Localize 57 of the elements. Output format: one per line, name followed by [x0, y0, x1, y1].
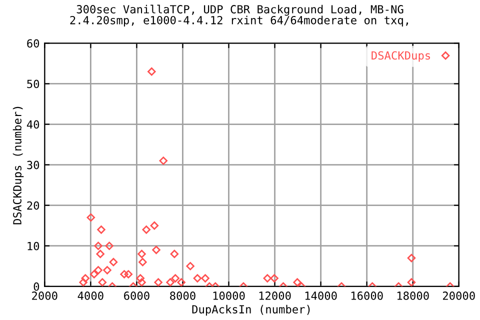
- point: [138, 258, 147, 266]
- point: [201, 274, 210, 282]
- x-tick-label: 2000: [32, 292, 58, 300]
- y-tick-label: 10: [28, 242, 40, 250]
- point: [109, 258, 118, 266]
- point: [105, 242, 114, 250]
- point: [154, 278, 162, 286]
- point: [103, 266, 112, 274]
- x-tick-label: 10000: [213, 292, 245, 300]
- point: [263, 274, 272, 282]
- point: [138, 278, 146, 286]
- point: [150, 221, 159, 230]
- legend-label: DSACKDups: [372, 51, 430, 62]
- point: [124, 270, 133, 278]
- point: [138, 250, 146, 258]
- point: [136, 274, 145, 282]
- point: [98, 278, 107, 286]
- point: [90, 270, 98, 278]
- point: [96, 250, 104, 258]
- point: [177, 278, 186, 286]
- x-axis-title: DupAcksIn (number): [192, 304, 310, 316]
- point: [407, 278, 416, 286]
- point: [81, 274, 90, 282]
- x-tick-label: 4000: [78, 292, 104, 300]
- y-tick-label: 50: [27, 80, 40, 88]
- point: [94, 266, 102, 274]
- x-tick-label: 16000: [351, 292, 383, 300]
- x-tick-label: 14000: [305, 292, 337, 300]
- y-tick-label: 40: [26, 120, 40, 129]
- point: [159, 156, 168, 165]
- x-tick-label: 20000: [442, 292, 475, 300]
- point: [142, 226, 150, 234]
- point: [293, 278, 302, 286]
- point: [94, 242, 102, 250]
- point: [186, 262, 194, 270]
- point: [97, 226, 106, 234]
- x-tick-label: 8000: [170, 292, 196, 300]
- point: [148, 67, 156, 76]
- x-tick-label: 12000: [259, 292, 291, 300]
- point: [79, 278, 88, 286]
- x-tick-label: 18000: [397, 292, 429, 300]
- point: [86, 213, 96, 222]
- y-tick-label: 30: [27, 160, 40, 170]
- chart-title: 300sec VanillaTCP, UDP CBR Background Load, MB-NG 2.4.20smp, e1000-4.4.12 rxint 64/64moderate on txq,: [70, 4, 408, 27]
- point: [152, 246, 160, 254]
- point: [120, 270, 128, 278]
- point: [166, 278, 174, 286]
- y-tick-label: 60: [27, 39, 40, 48]
- point: [193, 274, 202, 282]
- point: [407, 254, 416, 262]
- y-axis-title: DSACKDups (number): [12, 106, 24, 224]
- y-tick-label: 0: [34, 282, 40, 291]
- point: [170, 250, 179, 258]
- point: [171, 274, 180, 282]
- y-tick-label: 20: [27, 201, 40, 210]
- x-tick-label: 6000: [124, 292, 150, 300]
- point: [270, 274, 278, 282]
